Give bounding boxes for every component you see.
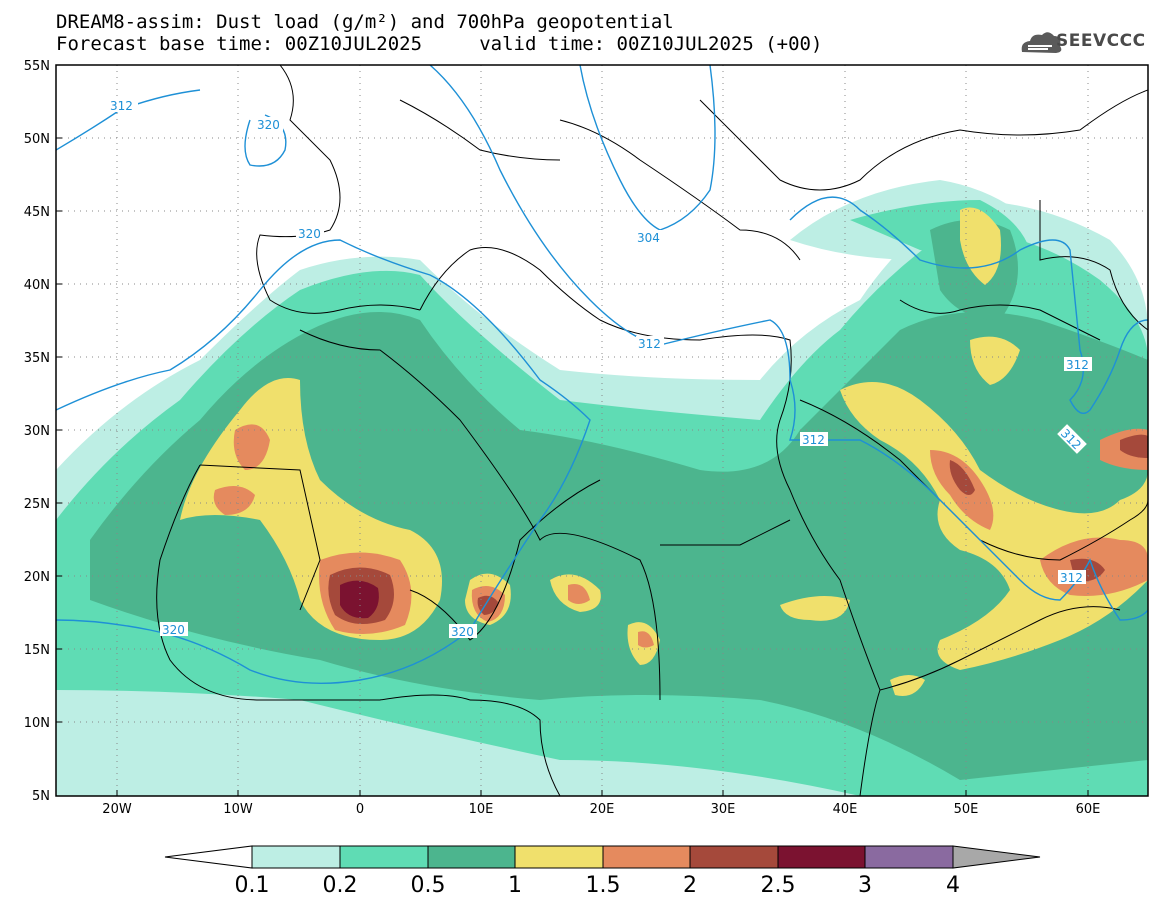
lat-label: 40N <box>24 278 50 293</box>
contour-label: 320 <box>451 625 474 639</box>
colorbar-segment <box>777 845 866 869</box>
lat-label: 10N <box>24 716 50 731</box>
colorbar-segment <box>689 845 779 869</box>
contour-label: 320 <box>257 118 280 132</box>
dust-level-1 <box>970 336 1020 385</box>
colorbar-label: 3 <box>858 873 872 898</box>
lon-label: 30E <box>711 802 736 817</box>
dust-level-1 <box>780 596 850 621</box>
contour-label: 320 <box>298 227 321 241</box>
lon-label: 10E <box>469 802 494 817</box>
dust-level-1.5 <box>233 424 270 470</box>
dust-level-2 <box>1120 434 1148 458</box>
contour-label: 312 <box>802 433 825 447</box>
lon-label: 0 <box>356 802 364 817</box>
map-title: DREAM8-assim: Dust load (g/m²) and 700hP… <box>56 11 674 33</box>
colorbar-label: 2.5 <box>761 873 796 898</box>
colorbar-label: 0.5 <box>411 873 446 898</box>
logo-text: SEEVCCC <box>1056 31 1146 51</box>
colorbar-high-arrow <box>952 845 1041 869</box>
contour-label: 312 <box>1060 571 1083 585</box>
colorbar: 0.1 0.2 0.5 1 1.5 2 2.5 3 4 <box>164 845 1041 898</box>
lon-label: 20E <box>590 802 615 817</box>
lon-label: 40E <box>833 802 858 817</box>
colorbar-label: 2 <box>683 873 697 898</box>
dust-level-2.5 <box>340 580 379 619</box>
colorbar-label: 0.2 <box>323 873 358 898</box>
contour-label: 312 <box>1066 358 1089 372</box>
lon-label: 10W <box>223 802 253 817</box>
dust-level-1 <box>840 382 1148 670</box>
dust-level-1.5 <box>568 584 590 604</box>
coastlines <box>156 65 1148 796</box>
lat-label: 25N <box>24 497 50 512</box>
dust-level-1 <box>890 675 925 696</box>
lat-label: 5N <box>32 789 50 804</box>
map-subtitle: Forecast base time: 00Z10JUL2025 valid t… <box>56 33 823 55</box>
colorbar-label: 4 <box>946 873 960 898</box>
colorbar-label: 1 <box>508 873 522 898</box>
contour-label: 304 <box>637 231 660 245</box>
lat-label: 35N <box>24 351 50 366</box>
contour-label: 312 <box>638 337 661 351</box>
dust-level-1 <box>960 207 1001 285</box>
colorbar-segment <box>602 845 691 869</box>
lat-label: 15N <box>24 643 50 658</box>
contour-label: 312 <box>110 99 133 113</box>
lat-label: 55N <box>24 59 50 74</box>
lat-label: 30N <box>24 424 50 439</box>
dust-level-1.5 <box>638 631 654 648</box>
lon-label: 50E <box>954 802 979 817</box>
colorbar-label: 0.1 <box>235 873 270 898</box>
lon-label: 60E <box>1076 802 1101 817</box>
dust-level-2 <box>949 460 975 495</box>
colorbar-segment <box>427 845 516 869</box>
colorbar-label: 1.5 <box>586 873 621 898</box>
colorbar-segment <box>514 845 604 869</box>
lon-label: 20W <box>102 802 132 817</box>
lat-label: 20N <box>24 570 50 585</box>
cloud-icon <box>1021 32 1062 53</box>
contour-label: 320 <box>162 623 185 637</box>
lat-labels: 55N 50N 45N 40N 35N 30N 25N 20N 15N 10N … <box>24 59 50 804</box>
colorbar-segment <box>864 845 954 869</box>
lat-label: 50N <box>24 132 50 147</box>
lat-label: 45N <box>24 205 50 220</box>
contour-labels: 312 320 320 304 312 312 312 312 320 320 … <box>108 98 1092 639</box>
ticks <box>56 137 1089 796</box>
dust-level-1.5 <box>213 486 255 515</box>
colorbar-segment <box>339 845 429 869</box>
colorbar-low-arrow <box>164 845 253 869</box>
graticule <box>56 65 1148 796</box>
lon-labels: 20W 10W 0 10E 20E 30E 40E 50E 60E <box>102 802 1100 817</box>
colorbar-segment <box>251 845 341 869</box>
